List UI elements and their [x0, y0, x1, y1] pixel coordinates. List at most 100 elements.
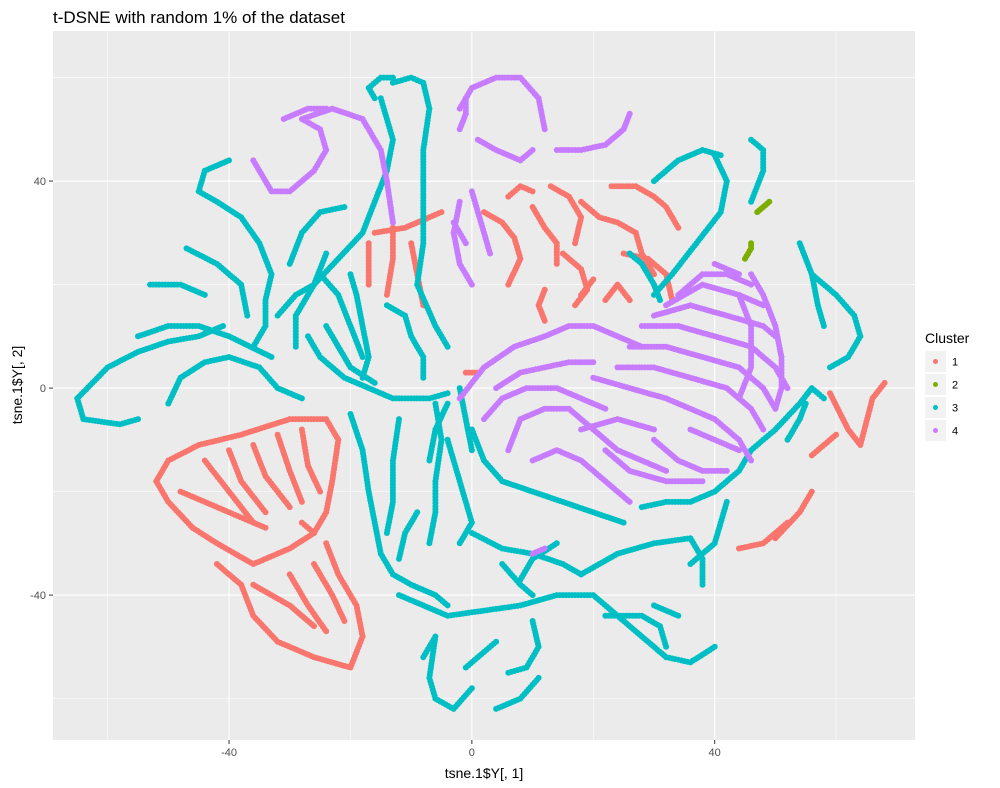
data-point: [323, 628, 330, 635]
data-point: [675, 612, 682, 619]
y-tick-label: -40: [30, 590, 46, 602]
y-tick-label: 0: [40, 383, 46, 395]
data-point: [462, 240, 469, 247]
data-point: [663, 643, 670, 650]
data-point: [444, 602, 451, 609]
data-point: [529, 147, 536, 153]
data-point: [262, 509, 269, 516]
chart-title: t-DSNE with random 1% of the dataset: [53, 8, 345, 27]
legend: Cluster 1 2 3 4: [925, 330, 970, 441]
legend-swatch: [933, 382, 938, 387]
series-1: [153, 183, 888, 671]
data-point: [699, 581, 706, 588]
data-point: [383, 291, 390, 298]
data-point: [311, 623, 317, 630]
data-point: [383, 530, 390, 536]
data-point: [602, 405, 609, 412]
x-axis-title: tsne.1$Y[, 1]: [445, 765, 524, 781]
data-point: [292, 343, 299, 350]
data-point: [311, 530, 317, 536]
data-point: [626, 498, 633, 505]
data-point: [760, 426, 767, 433]
legend-label-1: 1: [952, 357, 958, 369]
data-point: [657, 297, 663, 304]
data-point: [341, 204, 348, 210]
data-point: [572, 240, 579, 247]
data-point: [802, 400, 809, 407]
data-point: [487, 250, 494, 257]
legend-swatch: [933, 359, 938, 364]
data-point: [286, 504, 293, 511]
legend-label-2: 2: [952, 380, 958, 392]
data-point: [553, 260, 560, 267]
data-point: [389, 219, 396, 226]
data-point: [748, 457, 755, 464]
data-point: [784, 519, 791, 526]
data-point: [201, 291, 208, 298]
y-tick-label: 40: [34, 176, 46, 188]
data-point: [298, 519, 305, 526]
plot-panel: [53, 31, 915, 740]
data-point: [529, 188, 536, 195]
data-point: [505, 281, 512, 288]
data-points: [74, 74, 888, 712]
data-point: [541, 545, 548, 552]
data-point: [736, 395, 742, 402]
data-point: [468, 447, 475, 454]
data-point: [590, 359, 597, 366]
data-point: [220, 323, 226, 329]
legend-swatch: [933, 405, 938, 410]
data-point: [736, 447, 742, 454]
data-point: [748, 136, 755, 143]
data-point: [365, 281, 372, 288]
y-axis-title: tsne.1$Y[, 2]: [9, 346, 25, 425]
data-point: [717, 152, 724, 159]
data-point: [541, 126, 548, 133]
x-tick-label: -40: [221, 747, 237, 759]
data-point: [420, 374, 427, 381]
data-point: [572, 302, 579, 309]
data-point: [317, 488, 324, 495]
data-point: [462, 95, 469, 102]
data-point: [766, 198, 773, 205]
data-point: [262, 524, 269, 531]
legend-label-3: 3: [952, 403, 958, 415]
data-point: [426, 457, 433, 464]
data-point: [748, 240, 755, 247]
legend-label-4: 4: [952, 426, 958, 438]
series-2: [742, 198, 773, 262]
data-point: [833, 431, 840, 438]
data-point: [529, 618, 536, 624]
data-point: [323, 540, 330, 547]
data-point: [651, 271, 657, 278]
data-point: [323, 105, 330, 112]
data-point: [468, 685, 475, 692]
data-point: [736, 271, 742, 278]
data-point: [493, 638, 500, 645]
data-point: [341, 618, 348, 624]
data-point: [723, 498, 730, 505]
x-tick-label: 0: [469, 747, 475, 759]
data-point: [820, 323, 827, 329]
data-point: [529, 592, 536, 599]
data-point: [772, 405, 779, 412]
data-point: [396, 555, 402, 562]
data-point: [323, 250, 330, 257]
axis-ticks: -40 0 40 -40 0 40: [30, 176, 721, 759]
data-point: [444, 390, 451, 397]
data-point: [626, 297, 633, 304]
data-point: [298, 498, 305, 505]
data-point: [468, 281, 475, 288]
data-point: [389, 74, 396, 81]
data-point: [590, 276, 597, 283]
data-point: [620, 519, 627, 526]
data-point: [244, 312, 251, 319]
data-point: [651, 426, 657, 433]
data-point: [438, 209, 445, 216]
gridlines: [53, 31, 915, 740]
data-point: [748, 281, 755, 288]
data-point: [135, 416, 141, 423]
data-point: [723, 467, 730, 474]
data-point: [359, 354, 366, 360]
